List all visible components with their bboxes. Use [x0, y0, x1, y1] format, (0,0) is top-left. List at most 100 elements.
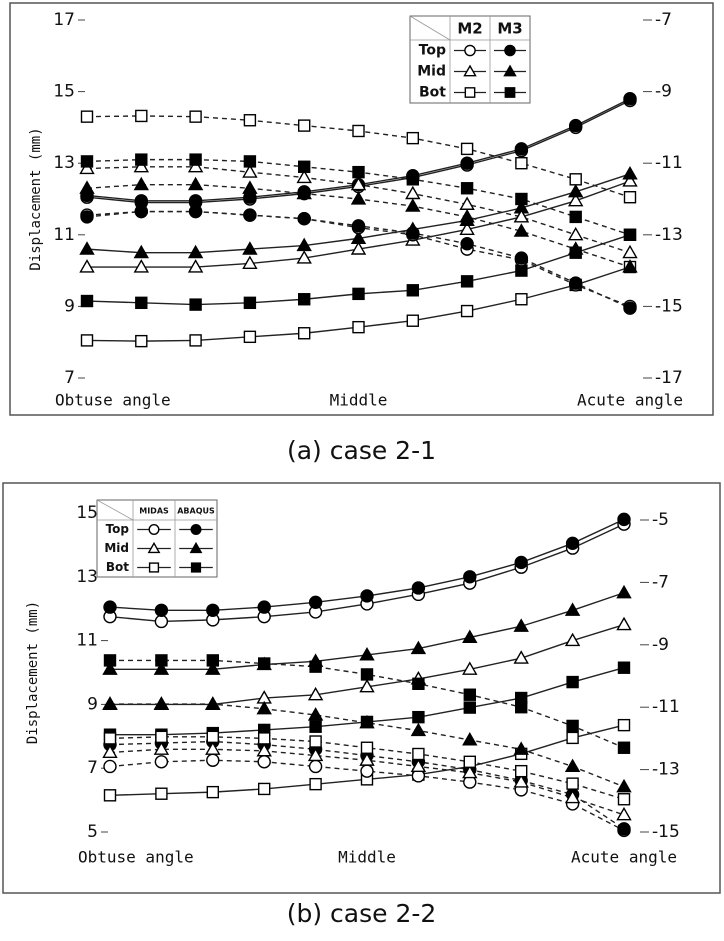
marker — [567, 192, 584, 207]
series-line — [109, 740, 625, 830]
marker — [80, 294, 94, 308]
marker — [410, 640, 427, 655]
x-tick-label: Obtuse angle — [55, 391, 171, 410]
marker — [133, 244, 150, 259]
marker — [616, 616, 632, 631]
marker — [79, 241, 95, 255]
marker — [460, 275, 474, 288]
marker — [410, 758, 427, 773]
legend-row-label: Mid — [417, 64, 446, 80]
marker — [360, 668, 374, 681]
marker — [187, 176, 204, 191]
panel-frame — [9, 2, 714, 416]
marker — [189, 153, 202, 166]
marker — [133, 158, 150, 173]
y-tick-label: 13 — [76, 567, 98, 587]
marker — [360, 764, 374, 778]
marker — [309, 777, 322, 791]
marker — [513, 223, 530, 237]
marker — [153, 661, 170, 675]
marker — [350, 176, 367, 191]
legend-row-label: Bot — [106, 560, 129, 574]
marker — [565, 536, 580, 551]
marker — [460, 142, 474, 156]
marker — [412, 677, 425, 690]
marker — [359, 752, 375, 766]
marker — [352, 124, 365, 138]
marker — [135, 153, 148, 166]
y2-tick-label: -9 — [655, 82, 672, 102]
marker — [258, 782, 271, 796]
marker — [406, 131, 419, 145]
marker — [460, 237, 474, 251]
marker — [623, 228, 637, 242]
legend-marker — [147, 541, 161, 554]
marker — [298, 119, 311, 132]
marker — [258, 657, 271, 670]
marker — [566, 719, 579, 733]
marker — [350, 191, 367, 205]
marker — [309, 735, 322, 748]
marker — [566, 777, 579, 790]
legend-marker — [464, 44, 476, 57]
y-tick-label: 9 — [64, 296, 75, 316]
marker — [133, 176, 150, 191]
marker — [352, 320, 365, 334]
y2-tick-label: -17 — [655, 368, 683, 388]
marker — [154, 603, 169, 617]
marker — [513, 741, 529, 755]
marker — [309, 720, 322, 733]
marker — [463, 570, 477, 584]
marker — [350, 241, 367, 255]
marker — [566, 675, 579, 689]
marker — [80, 210, 94, 224]
legend-marker — [148, 562, 160, 573]
marker — [79, 180, 95, 194]
marker — [242, 180, 258, 194]
marker — [350, 230, 367, 244]
marker — [298, 160, 311, 173]
marker — [514, 251, 529, 265]
marker — [296, 185, 312, 200]
marker — [102, 661, 118, 675]
marker — [205, 741, 221, 755]
marker — [569, 118, 583, 133]
series-line — [110, 703, 625, 788]
marker — [410, 722, 427, 737]
legend-marker — [190, 524, 202, 536]
marker — [80, 155, 94, 168]
y-tick-label: 5 — [87, 822, 98, 842]
marker — [459, 221, 475, 236]
marker — [617, 512, 631, 527]
marker — [462, 732, 478, 746]
marker — [513, 774, 529, 788]
marker — [462, 629, 478, 643]
marker — [462, 764, 478, 779]
marker — [102, 696, 118, 710]
marker — [206, 654, 220, 667]
marker — [460, 182, 474, 195]
legend-marker — [190, 562, 202, 573]
marker — [155, 654, 168, 667]
legend-marker — [504, 87, 516, 98]
marker — [308, 759, 323, 774]
y-tick-label: 7 — [64, 368, 75, 388]
y-tick-label: 13 — [53, 153, 75, 173]
marker — [187, 158, 204, 173]
marker — [103, 732, 117, 745]
x-tick-label: Acute angle — [577, 391, 683, 410]
marker — [463, 701, 476, 714]
marker — [257, 755, 271, 769]
marker — [298, 327, 311, 340]
legend-header: ABAQUS — [177, 507, 215, 516]
y-tick-label: 15 — [76, 503, 98, 523]
y2-tick-label: -15 — [652, 822, 680, 842]
marker — [205, 696, 221, 710]
marker — [258, 732, 271, 745]
marker — [405, 198, 421, 212]
marker — [243, 330, 257, 344]
marker — [622, 166, 638, 180]
marker — [406, 173, 419, 186]
marker — [515, 701, 528, 714]
